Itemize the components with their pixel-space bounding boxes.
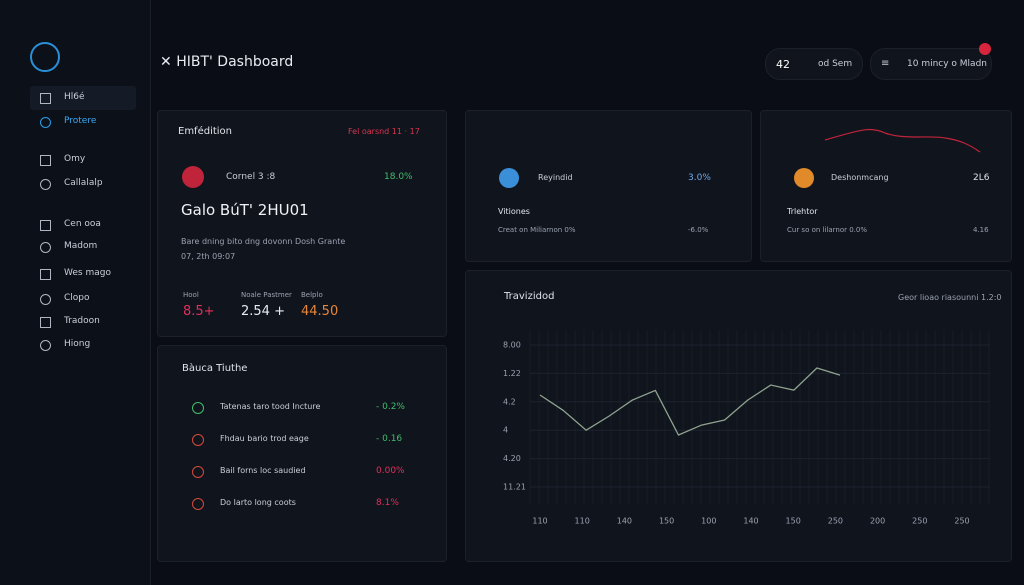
list-value: - 0.2% bbox=[376, 402, 405, 412]
sidebar-icon bbox=[40, 117, 51, 128]
notification-dot bbox=[979, 43, 991, 55]
stat-value: 8.5+ bbox=[183, 304, 215, 319]
card-icon bbox=[794, 168, 814, 188]
card-value: 3.0% bbox=[688, 173, 711, 183]
list-label: Fhdau bario trod eage bbox=[220, 434, 309, 443]
chart-panel: Travizidod Geor lioao riasounni 1.2:0 bbox=[465, 270, 1012, 562]
list-value: - 0.16 bbox=[376, 434, 403, 444]
sidebar-icon bbox=[40, 340, 51, 351]
sidebar-icon bbox=[40, 220, 51, 231]
card-description: Cur so on lilarnor 0.0% bbox=[787, 226, 868, 234]
list-panel: Bàuca Tiuthe Tatenas taro tood Incture - … bbox=[157, 345, 447, 562]
sidebar-icon bbox=[40, 242, 51, 253]
page-title: ✕ HIBT' Dashboard bbox=[160, 54, 294, 70]
status-pill[interactable]: ≡ 10 mincy o Mladn bbox=[870, 43, 992, 80]
summary-card: Deshonmcang 2L6 Trlehtor Cur so on lilarnor… bbox=[760, 110, 1012, 262]
card-icon bbox=[499, 168, 519, 188]
sidebar-item[interactable]: Omy bbox=[64, 154, 86, 164]
title-text: HIBT' Dashboard bbox=[176, 54, 294, 70]
card-value: 2L6 bbox=[973, 173, 990, 183]
stat-label: Noale Pastmer bbox=[241, 291, 292, 299]
card-change: -6.0% bbox=[688, 226, 709, 234]
timestamp: 07, 2th 09:07 bbox=[181, 252, 236, 261]
card-title: Trlehtor bbox=[787, 207, 818, 216]
list-icon bbox=[192, 466, 204, 478]
list-icon bbox=[192, 498, 204, 510]
sidebar-icon bbox=[40, 93, 51, 104]
sidebar-item[interactable]: Hl6é bbox=[64, 92, 85, 102]
sidebar-icon bbox=[40, 179, 51, 190]
stat-value: 2.54 + bbox=[241, 304, 285, 319]
list-label: Bail forns loc saudied bbox=[220, 466, 306, 475]
stat-label: Hool bbox=[183, 291, 199, 299]
sidebar bbox=[0, 0, 151, 585]
badge: Fel oarsnd 11 · 17 bbox=[348, 127, 420, 136]
stat-label: od Sem bbox=[818, 59, 853, 69]
list-value: 0.00% bbox=[376, 466, 405, 476]
sidebar-item[interactable]: Callalalp bbox=[64, 178, 103, 188]
stat-value: 44.50 bbox=[301, 304, 339, 319]
card-name: Reyindid bbox=[538, 173, 573, 182]
sidebar-icon bbox=[40, 294, 51, 305]
stat-value: 42 bbox=[776, 58, 790, 71]
sidebar-item[interactable]: Protere bbox=[64, 116, 97, 126]
avatar bbox=[182, 166, 204, 188]
stat-pill[interactable]: 42 od Sem bbox=[765, 48, 863, 80]
status-text: 10 mincy o Mladn bbox=[907, 59, 987, 69]
card-title: Emfédition bbox=[178, 126, 233, 137]
card-name: Deshonmcang bbox=[831, 173, 889, 182]
chart-title: Travizidod bbox=[504, 291, 555, 302]
logo bbox=[30, 42, 60, 72]
sidebar-icon bbox=[40, 155, 51, 166]
summary-card: Reyindid 3.0% Vitiones Creat on Miliarnon 0… bbox=[465, 110, 752, 262]
sidebar-item[interactable]: Wes mago bbox=[64, 268, 111, 278]
main-card: Emfédition Fel oarsnd 11 · 17 Cornel 3 :… bbox=[157, 110, 447, 337]
sidebar-item[interactable]: Cen ooa bbox=[64, 219, 101, 229]
sidebar-item[interactable]: Tradoon bbox=[64, 316, 100, 326]
description: Bare dning bito dng dovonn Dosh Grante bbox=[181, 237, 346, 246]
list-icon bbox=[192, 402, 204, 414]
list-icon bbox=[192, 434, 204, 446]
sidebar-item[interactable]: Madom bbox=[64, 241, 98, 251]
chart-note: Geor lioao riasounni 1.2:0 bbox=[898, 293, 1002, 302]
stat-label: Belplo bbox=[301, 291, 323, 299]
sidebar-icon bbox=[40, 269, 51, 280]
card-title: Vitiones bbox=[498, 207, 530, 216]
list-value: 8.1% bbox=[376, 498, 399, 508]
card-change: 4.16 bbox=[973, 226, 989, 234]
menu-icon: ≡ bbox=[881, 58, 890, 69]
active-item-bg bbox=[30, 86, 136, 110]
list-title: Bàuca Tiuthe bbox=[182, 363, 248, 374]
sidebar-icon bbox=[40, 317, 51, 328]
name: Cornel 3 :8 bbox=[226, 172, 276, 182]
list-label: Tatenas taro tood Incture bbox=[220, 402, 321, 411]
card-description: Creat on Miliarnon 0% bbox=[498, 226, 576, 234]
list-label: Do larto long coots bbox=[220, 498, 296, 507]
headline: Galo BúT' 2HU01 bbox=[181, 201, 309, 219]
change: 18.0% bbox=[384, 172, 413, 182]
sidebar-item[interactable]: Clopo bbox=[64, 293, 90, 303]
sidebar-item[interactable]: Hiong bbox=[64, 339, 91, 349]
